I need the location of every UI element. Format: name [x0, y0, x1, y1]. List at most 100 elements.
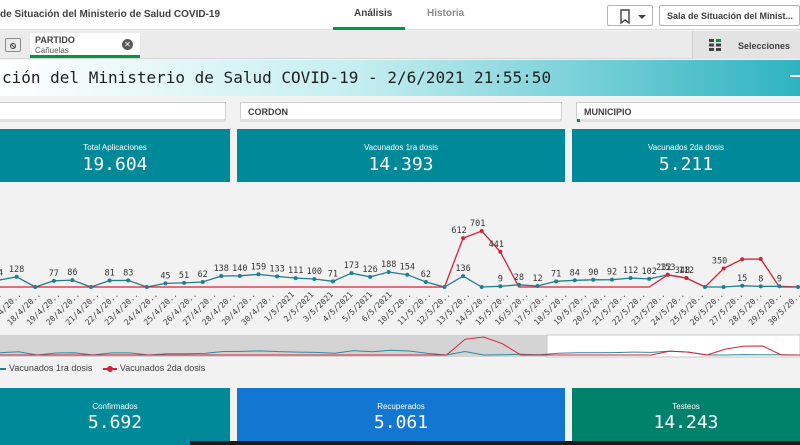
data-point-1ra[interactable] [777, 284, 782, 289]
data-label-1ra: 71 [328, 269, 338, 279]
data-point-1ra[interactable] [163, 281, 168, 286]
selection-tool-icon[interactable] [5, 38, 21, 52]
data-label-1ra: 112 [623, 266, 638, 276]
minimap-visible-window[interactable] [546, 334, 800, 358]
chart-minimap[interactable] [0, 334, 800, 358]
data-point-1ra[interactable] [721, 285, 726, 289]
data-point-2da[interactable] [498, 249, 503, 254]
legend-item-2da[interactable]: Vacunados 2da dosis [102, 363, 206, 373]
data-point-1ra[interactable] [461, 274, 466, 279]
vaccination-line-chart[interactable]: 8412877868183455162138140159133111100711… [0, 185, 800, 360]
minimap-series-2da [0, 336, 800, 356]
data-point-1ra[interactable] [368, 274, 373, 279]
data-point-1ra[interactable] [126, 278, 131, 283]
data-point-1ra[interactable] [516, 282, 521, 287]
kpi-total-aplicaciones[interactable]: Total Aplicaciones 19.604 [0, 129, 230, 182]
data-point-2da[interactable] [758, 257, 763, 262]
data-point-1ra[interactable] [423, 280, 428, 285]
data-point-1ra[interactable] [219, 273, 224, 278]
sheet-selector-button[interactable]: Sala de Situación del Minist... [659, 5, 800, 26]
data-point-1ra[interactable] [405, 272, 410, 277]
filter-label-municipio: MUNICIPIO [584, 107, 632, 117]
data-point-1ra[interactable] [609, 277, 614, 282]
kpi-confirmados[interactable]: Confirmados 5.692 [0, 388, 230, 445]
filter-box-municipio[interactable]: MUNICIPIO [576, 102, 800, 122]
kpi-testeos[interactable]: Testeos 14.243 [572, 388, 800, 445]
data-point-1ra[interactable] [237, 273, 242, 278]
data-label-1ra: 126 [362, 265, 377, 275]
data-point-1ra[interactable] [182, 280, 187, 285]
data-point-2da[interactable] [479, 229, 484, 233]
data-point-2da[interactable] [721, 266, 726, 271]
data-label-1ra: 45 [160, 271, 170, 281]
data-point-1ra[interactable] [535, 284, 540, 289]
chart-legend: Vacunados 1ra dosis Vacunados 2da dosis [0, 363, 205, 375]
kpi-value: 5.211 [658, 154, 714, 175]
data-point-1ra[interactable] [740, 283, 745, 288]
data-point-1ra[interactable] [349, 271, 354, 276]
data-point-1ra[interactable] [107, 278, 112, 283]
bookmark-button[interactable] [607, 5, 653, 26]
data-point-1ra[interactable] [330, 279, 335, 284]
data-label-1ra: 62 [421, 270, 431, 280]
data-point-1ra[interactable] [572, 278, 577, 283]
legend-item-1ra[interactable]: Vacunados 1ra dosis [0, 363, 92, 373]
data-point-1ra[interactable] [256, 272, 261, 277]
data-point-2da[interactable] [684, 276, 689, 281]
data-point-1ra[interactable] [796, 285, 800, 289]
tab-historia[interactable]: Historia [427, 8, 465, 19]
filter-selected-indicator [577, 119, 580, 122]
tab-analisis[interactable]: Análisis [354, 8, 393, 19]
filter-box-cordon[interactable]: CORDON [240, 102, 562, 122]
data-point-2da[interactable] [740, 257, 745, 262]
kpi-value: 14.393 [368, 154, 434, 175]
data-label-1ra: 90 [588, 268, 598, 278]
kpi-value: 5.061 [373, 412, 429, 433]
data-point-1ra[interactable] [591, 277, 596, 282]
data-point-1ra[interactable] [14, 274, 19, 279]
data-label-1ra: 81 [105, 269, 115, 279]
data-point-1ra[interactable] [51, 278, 56, 283]
clear-selection-icon[interactable]: ✕ [122, 39, 133, 50]
data-label-1ra: 173 [344, 261, 359, 271]
dashboard-banner: ción del Ministerio de Salud COVID-19 - … [0, 60, 800, 96]
data-label-1ra: 8 [758, 274, 763, 284]
legend-label-2da: Vacunados 2da dosis [119, 363, 206, 373]
series-line-1ra [0, 271, 799, 288]
kpi-vacunados-1ra-dosis[interactable]: Vacunados 1ra dosis 14.393 [237, 129, 565, 182]
data-point-1ra[interactable] [442, 285, 447, 289]
kpi-recuperados[interactable]: Recuperados 5.061 [237, 388, 565, 445]
data-label-1ra: 100 [307, 267, 322, 277]
data-point-1ra[interactable] [70, 278, 75, 283]
legend-label-1ra: Vacunados 1ra dosis [9, 363, 93, 373]
selection-chip-field: PARTIDO [35, 35, 75, 45]
data-point-1ra[interactable] [144, 285, 149, 289]
kpi-vacunados-2da-dosis[interactable]: Vacunados 2da dosis 5.211 [572, 129, 800, 182]
filter-box-1[interactable] [0, 102, 226, 122]
data-label-1ra: 77 [49, 269, 59, 279]
selections-button[interactable]: Selecciones [692, 31, 800, 59]
data-label-1ra: 133 [269, 264, 284, 274]
data-label-1ra: 159 [251, 262, 266, 272]
data-point-1ra[interactable] [312, 277, 317, 282]
data-label-1ra: 12 [532, 274, 542, 284]
data-point-1ra[interactable] [479, 285, 484, 289]
selection-chip-value: Cañuelas [35, 46, 69, 55]
selection-chip-partido[interactable]: PARTIDO Cañuelas ✕ [30, 33, 140, 58]
data-point-1ra[interactable] [89, 285, 94, 289]
data-point-1ra[interactable] [200, 280, 205, 285]
data-point-1ra[interactable] [275, 274, 280, 279]
data-point-1ra[interactable] [498, 284, 503, 289]
data-point-1ra[interactable] [702, 285, 707, 289]
data-point-1ra[interactable] [554, 279, 559, 284]
data-point-2da[interactable] [665, 272, 670, 277]
data-point-1ra[interactable] [386, 269, 391, 274]
data-point-2da[interactable] [461, 236, 466, 241]
data-point-1ra[interactable] [628, 276, 633, 281]
data-point-1ra[interactable] [293, 276, 298, 281]
kpi-value: 14.243 [653, 412, 719, 433]
data-point-1ra[interactable] [758, 284, 763, 289]
data-point-1ra[interactable] [647, 276, 652, 281]
data-point-1ra[interactable] [33, 285, 38, 289]
data-label-1ra: 112 [679, 266, 694, 276]
